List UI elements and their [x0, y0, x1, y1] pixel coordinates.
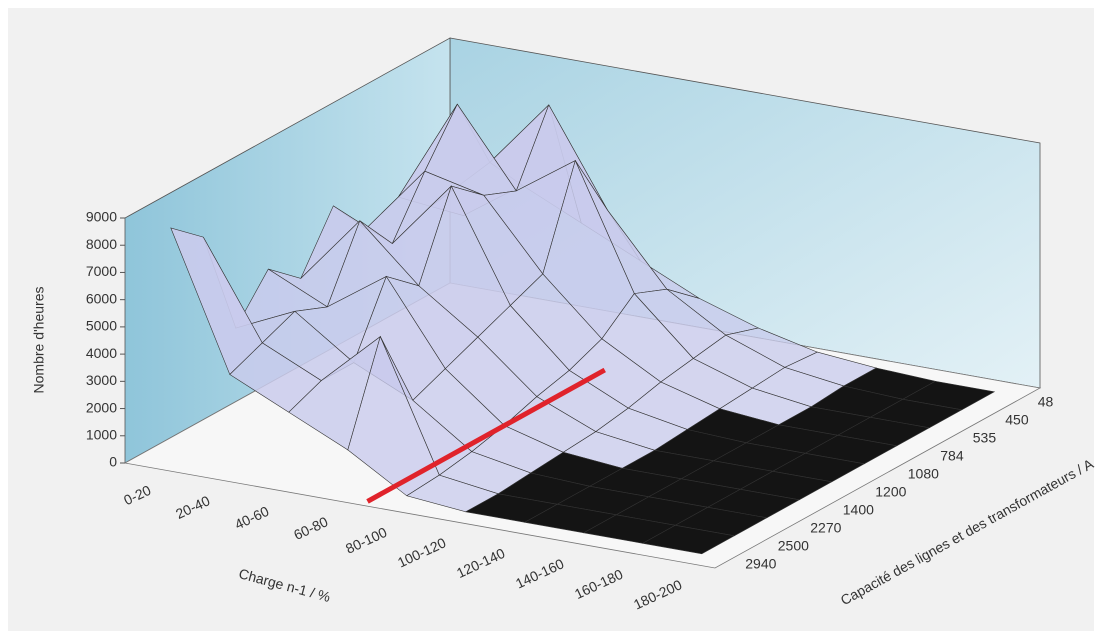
z-tick-label: 4000 — [86, 345, 117, 361]
z-tick-label: 0 — [109, 454, 117, 470]
z-tick-label: 6000 — [86, 290, 117, 306]
y-tick-label: 2500 — [778, 538, 809, 554]
z-tick-label: 8000 — [86, 236, 117, 252]
y-tick-label: 2270 — [810, 520, 841, 536]
z-axis-title: Nombre d'heures — [31, 287, 47, 394]
y-tick-label: 2940 — [745, 556, 776, 572]
z-tick-label: 9000 — [86, 209, 117, 225]
y-tick-label: 450 — [1005, 412, 1029, 428]
z-tick-label: 7000 — [86, 263, 117, 279]
y-tick-label: 1400 — [843, 502, 874, 518]
surface-cell — [641, 524, 736, 555]
y-tick-label: 48 — [1038, 394, 1054, 410]
z-tick-label: 5000 — [86, 318, 117, 334]
z-tick-label: 3000 — [86, 372, 117, 388]
threshold-line — [366, 367, 606, 504]
z-tick-label: 1000 — [86, 426, 117, 442]
z-tick-label: 2000 — [86, 399, 117, 415]
y-tick-label: 1200 — [875, 484, 906, 500]
y-tick-label: 1080 — [908, 466, 939, 482]
y-tick-label: 784 — [940, 448, 964, 464]
y-tick-label: 535 — [973, 430, 997, 446]
